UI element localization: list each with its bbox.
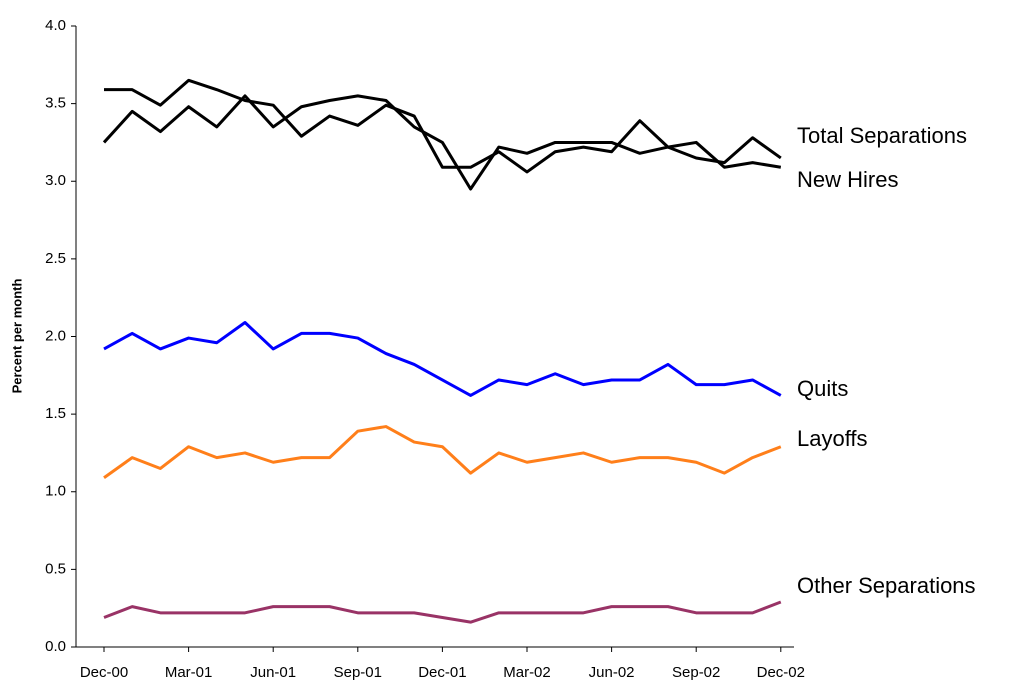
x-tick-label: Dec-01 xyxy=(418,664,466,681)
y-tick-label: 0.5 xyxy=(45,560,66,577)
series-label: Layoffs xyxy=(797,426,868,451)
x-tick-label: Dec-02 xyxy=(757,664,805,681)
y-tick-label: 1.0 xyxy=(45,483,66,500)
series-label: New Hires xyxy=(797,167,898,192)
y-tick-label: 4.0 xyxy=(45,17,66,34)
y-tick-label: 3.0 xyxy=(45,172,66,189)
series-line xyxy=(103,600,782,624)
series-line xyxy=(104,78,782,174)
series-line xyxy=(102,94,782,191)
series-line xyxy=(103,321,782,397)
x-tick-label: Jun-01 xyxy=(250,664,296,681)
series-label: Quits xyxy=(797,376,848,401)
y-tick-label: 3.5 xyxy=(45,95,66,112)
y-tick-label: 0.0 xyxy=(45,638,66,655)
y-tick-label: 1.5 xyxy=(45,405,66,422)
x-tick-label: Jun-02 xyxy=(589,664,635,681)
series-label: Other Separations xyxy=(797,573,976,598)
x-tick-label: Mar-02 xyxy=(503,664,551,681)
y-axis-label: Percent per month xyxy=(9,279,24,394)
y-tick-label: 2.5 xyxy=(45,250,66,267)
x-tick-label: Mar-01 xyxy=(165,664,213,681)
series-line xyxy=(103,425,782,479)
y-tick-label: 2.0 xyxy=(45,327,66,344)
x-tick-label: Dec-00 xyxy=(80,664,128,681)
x-tick-label: Sep-01 xyxy=(334,664,382,681)
series-label: Total Separations xyxy=(797,123,967,148)
x-tick-label: Sep-02 xyxy=(672,664,720,681)
